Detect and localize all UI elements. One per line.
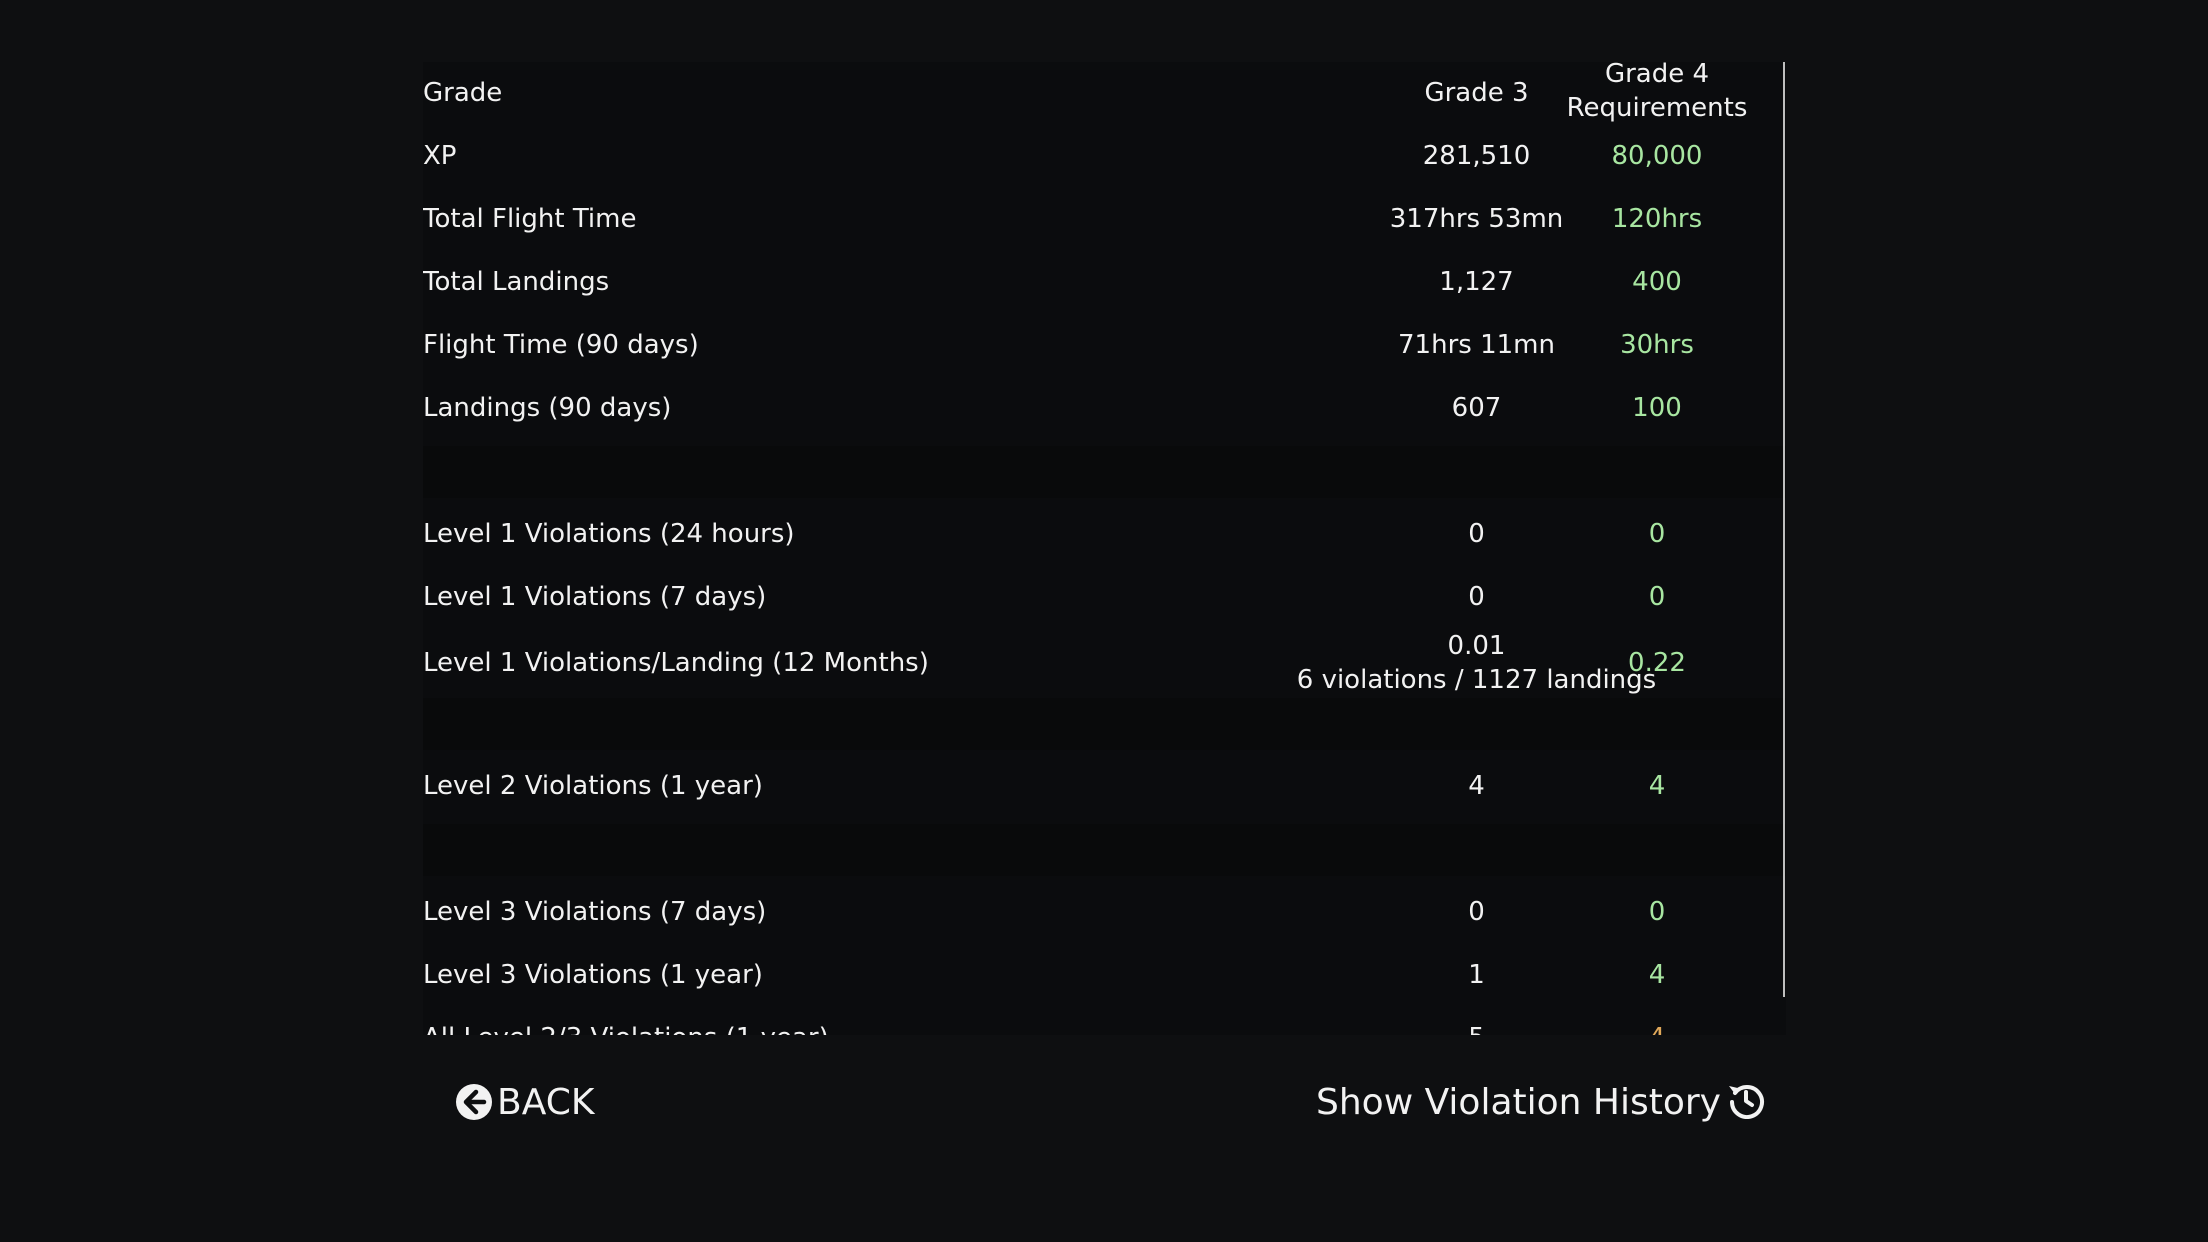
history-icon — [1727, 1081, 1765, 1119]
show-violation-history-button[interactable]: Show Violation History — [1316, 1080, 1765, 1124]
row-value: 0.01 6 violations / 1127 landings — [1279, 629, 1674, 697]
row-value-detail: 6 violations / 1127 landings — [1296, 665, 1657, 695]
table-row: Total Landings 1,127 400 — [423, 250, 1786, 313]
table-row: Level 3 Violations (1 year) 1 4 — [423, 943, 1786, 1006]
section-divider — [423, 824, 1786, 876]
row-value: 281,510 — [1422, 140, 1531, 171]
row-label: Level 2 Violations (1 year) — [423, 770, 763, 801]
header-grade-label: Grade — [423, 78, 503, 108]
table-row: Landings (90 days) 607 100 — [423, 376, 1786, 439]
row-requirement: 0 — [1648, 518, 1666, 549]
row-label: Flight Time (90 days) — [423, 329, 699, 360]
table-row: Level 3 Violations (7 days) 0 0 — [423, 880, 1786, 943]
table-row: Level 1 Violations (24 hours) 0 0 — [423, 502, 1786, 565]
header-current-grade: Grade 3 — [1424, 78, 1529, 108]
row-label: Total Landings — [423, 266, 610, 297]
row-requirement: 0 — [1648, 581, 1666, 612]
table-row: XP 281,510 80,000 — [423, 124, 1786, 187]
row-value: 5 — [1279, 1021, 1674, 1036]
table-row: Flight Time (90 days) 71hrs 11mn 30hrs — [423, 313, 1786, 376]
table-row: Total Flight Time 317hrs 53mn 120hrs — [423, 187, 1786, 250]
arrow-circle-left-icon — [455, 1083, 493, 1121]
row-value: 0 — [1468, 581, 1485, 612]
row-requirement: 120hrs — [1611, 203, 1703, 234]
row-label: All Level 2/3 Violations (1 year) — [423, 1021, 829, 1036]
table-row: Level 1 Violations/Landing (12 Months) 0… — [423, 628, 1786, 698]
row-value: 71hrs 11mn — [1398, 329, 1555, 360]
row-value: 0 — [1468, 518, 1485, 549]
row-value: 317hrs 53mn — [1389, 203, 1564, 234]
back-button[interactable]: BACK — [455, 1080, 594, 1124]
row-value: 1,127 — [1439, 266, 1514, 297]
row-requirement: 4 — [1527, 1021, 1786, 1036]
history-label: Show Violation History — [1316, 1081, 1721, 1123]
row-label: Level 1 Violations (24 hours) — [423, 518, 795, 549]
row-label: Level 1 Violations (7 days) — [423, 581, 767, 612]
row-requirement: 4 — [1648, 770, 1666, 801]
row-requirement: 80,000 — [1611, 140, 1703, 171]
row-label: Level 3 Violations (1 year) — [423, 959, 763, 990]
row-requirement: 30hrs — [1620, 329, 1694, 360]
row-label: XP — [423, 140, 457, 171]
grade-requirements-table: Grade Grade 3 Grade 4 Requirements XP 281… — [423, 62, 1786, 1035]
header-requirements: Grade 4 Requirements — [1566, 62, 1748, 123]
table-row: Level 2 Violations (1 year) 4 4 — [423, 754, 1786, 817]
table-header: Grade Grade 3 Grade 4 Requirements — [423, 62, 1786, 124]
row-requirement: 100 — [1632, 392, 1682, 423]
back-label: BACK — [497, 1081, 595, 1123]
row-requirement: 0.22 — [1628, 648, 1686, 678]
row-value-main: 0.01 — [1447, 631, 1506, 661]
row-label: Total Flight Time — [423, 203, 637, 234]
section-divider — [423, 446, 1786, 498]
row-value: 4 — [1468, 770, 1485, 801]
row-value: 1 — [1468, 959, 1485, 990]
table-row: Level 1 Violations (7 days) 0 0 — [423, 565, 1786, 628]
row-value: 0 — [1468, 896, 1485, 927]
row-requirement: 0 — [1648, 896, 1666, 927]
row-requirement: 400 — [1632, 266, 1682, 297]
row-value: 607 — [1451, 392, 1502, 423]
table-row: All Level 2/3 Violations (1 year) 5 4 — [423, 1006, 1786, 1036]
row-requirement: 4 — [1648, 959, 1666, 990]
row-label: Level 3 Violations (7 days) — [423, 896, 767, 927]
row-label: Level 1 Violations/Landing (12 Months) — [423, 648, 929, 678]
scrollbar[interactable] — [1783, 62, 1785, 997]
section-divider — [423, 698, 1786, 750]
row-label: Landings (90 days) — [423, 392, 672, 423]
